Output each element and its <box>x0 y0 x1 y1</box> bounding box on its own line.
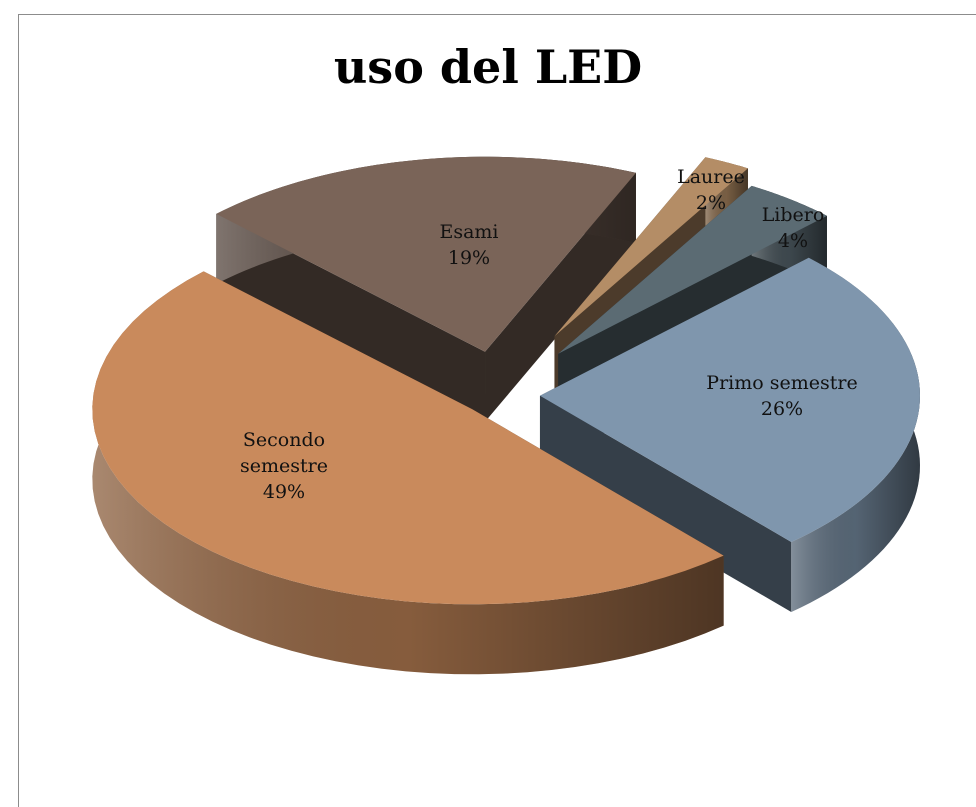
pie-slice-top <box>92 271 724 605</box>
data-label-primo-semestre: Primo semestre 26% <box>706 372 857 420</box>
pie-slice-secondo-semestre <box>92 271 724 675</box>
pie-slice-side <box>539 395 792 612</box>
data-label-esami: Esami 19% <box>439 221 498 269</box>
pie-slice-primo-semestre <box>539 257 920 612</box>
pie-slice-top <box>554 157 748 337</box>
pie-slice-top <box>539 257 920 542</box>
pie-slice-top <box>216 156 636 352</box>
data-label-libero: Libero 4% <box>762 204 825 252</box>
pie-slice-side <box>216 213 486 422</box>
pie-slice-esami <box>216 156 636 422</box>
data-label-lauree: Lauree 2% <box>677 166 745 214</box>
data-label-secondo-semestre: Secondo semestre 49% <box>240 429 328 503</box>
pie-slice-rim-shading <box>92 271 724 675</box>
chart-title: uso del LED <box>333 40 643 94</box>
pie-slice-top <box>558 185 827 354</box>
